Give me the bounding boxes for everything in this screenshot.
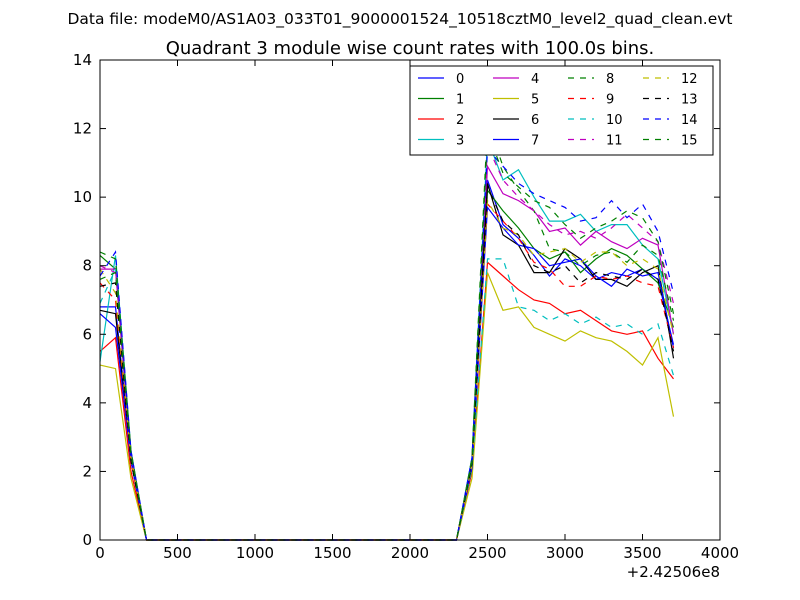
legend-label-11: 11 [606, 134, 623, 149]
y-tick-label: 12 [73, 120, 92, 138]
y-tick-label: 2 [82, 462, 92, 480]
series-line-8 [99, 121, 675, 541]
legend-label-14: 14 [681, 113, 698, 128]
series-line-3 [99, 138, 675, 541]
y-tick-label: 4 [82, 394, 92, 412]
x-tick-label: 1000 [236, 544, 274, 562]
legend-label-3: 3 [456, 134, 464, 149]
x-tick-label: 0 [95, 544, 105, 562]
legend-frame [409, 65, 714, 156]
series-line-13 [99, 186, 675, 541]
x-tick-label: 3500 [623, 544, 661, 562]
series-line-10 [99, 258, 675, 541]
series-line-15 [99, 131, 675, 541]
suptitle: Data file: modeM0/AS1A03_033T01_90000015… [67, 10, 732, 29]
legend-label-2: 2 [456, 113, 464, 128]
y-tick-label: 0 [82, 531, 92, 549]
x-tick-label: 2500 [468, 544, 506, 562]
legend-label-0: 0 [456, 72, 464, 87]
legend-label-4: 4 [531, 72, 539, 87]
series-line-14 [99, 147, 675, 541]
series-line-2 [99, 261, 674, 541]
x-tick-label: 3000 [546, 544, 584, 562]
legend-label-1: 1 [456, 93, 464, 108]
legend-label-6: 6 [531, 113, 539, 128]
x-tick-label: 2000 [391, 544, 429, 562]
x-tick-label: 1500 [313, 544, 351, 562]
legend-label-7: 7 [531, 134, 539, 149]
y-tick-label: 6 [82, 325, 92, 343]
y-tick-label: 14 [73, 51, 92, 69]
series-lines [99, 121, 675, 541]
series-line-1 [99, 188, 675, 541]
x-tick-label: 500 [163, 544, 192, 562]
legend-label-9: 9 [606, 93, 614, 108]
series-line-7 [99, 205, 675, 541]
legend-label-15: 15 [681, 134, 698, 149]
legend-label-5: 5 [531, 93, 539, 108]
series-line-12 [99, 198, 675, 541]
y-tick-label: 8 [82, 257, 92, 275]
series-line-5 [99, 272, 675, 541]
series-line-0 [100, 179, 675, 541]
chart-title: Quadrant 3 module wise count rates with … [166, 38, 655, 59]
x-axis: 0 500 1000 1500 2000 2500 3000 3500 4000 [95, 60, 739, 562]
series-line-9 [99, 202, 675, 541]
series-line-11 [99, 145, 675, 541]
legend-label-12: 12 [681, 72, 698, 87]
legend-label-8: 8 [606, 72, 614, 87]
legend-label-10: 10 [606, 113, 623, 128]
legend-label-13: 13 [681, 93, 698, 108]
x-tick-label: 4000 [701, 544, 739, 562]
x-offset-label: +2.42506e8 [627, 563, 720, 581]
series-line-6 [99, 183, 675, 541]
y-tick-label: 10 [73, 188, 92, 206]
